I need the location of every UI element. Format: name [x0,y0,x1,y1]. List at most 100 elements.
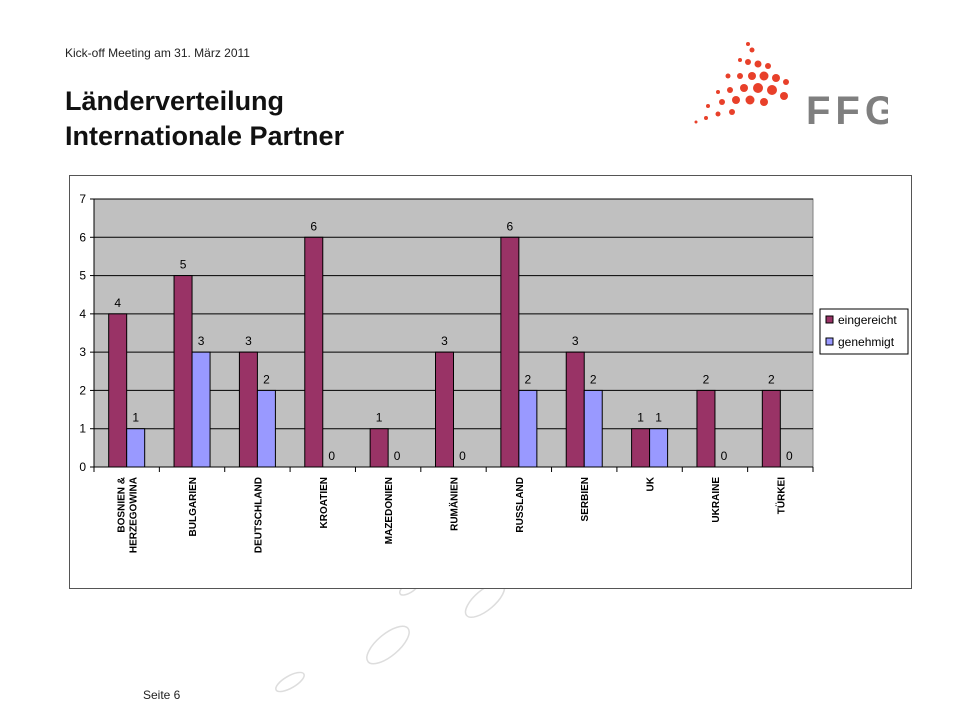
bar-eingereicht [173,275,193,468]
ffg-logo: FFG [694,42,888,130]
y-tick-label: 5 [79,269,86,283]
y-tick-label: 0 [79,460,86,474]
logo-dot [729,109,735,115]
logo-dot [767,85,777,95]
x-axis: BOSNIEN & HERZEGOWINA BULGARIEN DEUTSCHLAND… [93,466,814,553]
category-label: HERZEGOWINA [129,477,140,553]
data-label: 2 [590,372,597,386]
logo-dot [753,83,763,93]
logo-dot [759,71,769,81]
legend-swatch [825,315,834,324]
logo-dot [745,59,751,65]
slide-title: Länderverteilung Internationale Partner [65,84,344,154]
data-label: 6 [310,219,317,233]
bar-eingereicht [435,351,454,468]
chart-legend: eingereicht genehmigt [819,308,909,355]
data-label: 1 [637,411,644,425]
logo-dot [732,96,740,104]
legend-label: genehmigt [838,335,895,349]
data-label: 3 [198,334,205,348]
logo-dot [719,99,725,105]
category-label: DEUTSCHLAND [253,477,264,553]
logo-dot [727,87,733,93]
data-label: 0 [721,449,728,463]
bar-genehmigt [518,389,538,468]
category-label: TÜRKEI [774,477,787,514]
bar-eingereicht [761,389,781,468]
data-label: 5 [180,258,187,272]
category-label: SERBIEN [580,477,591,521]
logo-dot [737,73,743,79]
data-label: 2 [768,372,775,386]
meeting-caption: Kick-off Meeting am 31. März 2011 [65,46,250,60]
category-label: BULGARIEN [188,477,199,536]
bar-genehmigt [191,351,211,468]
logo-dot [715,111,721,117]
y-tick-label: 2 [79,383,86,397]
logo-dot [772,74,780,82]
bar-eingereicht [565,351,585,468]
bar-eingereicht [696,389,716,468]
data-label: 2 [703,372,710,386]
category-label: RUSSLAND [515,477,526,533]
logo-dot [706,104,710,108]
logo-dot [725,73,731,79]
data-label: 6 [507,219,514,233]
logo-dot [716,90,720,94]
bar-genehmigt [583,389,603,468]
data-label: 4 [114,296,121,310]
data-label: 2 [263,372,270,386]
y-tick-label: 3 [79,345,86,359]
logo-dot [783,79,789,85]
y-tick-label: 6 [79,230,86,244]
data-label: 3 [441,334,448,348]
data-label: 1 [376,411,383,425]
data-label: 0 [328,449,335,463]
logo-dot [745,95,755,105]
logo-dot [704,116,708,120]
category-label: MAZEDONIEN [384,477,395,544]
bar-genehmigt [126,428,146,468]
logo-dot [694,120,698,124]
logo-dot [746,42,750,46]
logo-dot [738,58,742,62]
category-label: UKRAINE [711,477,722,523]
data-label: 0 [394,449,401,463]
category-label: RUMÄNIEN [448,477,461,531]
logo-dot [748,72,756,80]
bar-eingereicht [108,313,128,468]
legend-box [819,308,909,355]
bar-eingereicht [238,351,258,468]
y-tick-label: 7 [79,192,86,206]
data-label: 1 [132,411,139,425]
y-axis: 0 1 2 3 4 5 6 7 [79,192,95,474]
y-tick-label: 1 [79,422,86,436]
title-line-2: Internationale Partner [65,121,345,151]
logo-swoosh-icon [694,42,789,124]
logo-text: FFG [806,89,888,130]
category-label: UK [646,476,657,491]
category-label: BOSNIEN & [117,477,128,533]
data-label: 3 [245,334,252,348]
logo-dot [760,98,768,106]
data-label: 0 [786,449,793,463]
title-line-1: Länderverteilung [65,86,285,116]
y-tick-label: 4 [79,307,86,321]
bar-eingereicht [369,428,389,468]
data-label: 3 [572,334,579,348]
data-label: 0 [459,449,466,463]
logo-dot [749,47,755,53]
logo-dot [754,60,762,68]
logo-dot [740,84,748,92]
page-number: Seite 6 [143,688,181,702]
legend-swatch [825,337,834,346]
data-label: 1 [655,411,662,425]
legend-label: eingereicht [838,313,897,327]
bar-genehmigt [649,428,669,468]
data-label: 2 [525,372,532,386]
bar-eingereicht [500,236,520,468]
logo-dot [765,63,771,69]
